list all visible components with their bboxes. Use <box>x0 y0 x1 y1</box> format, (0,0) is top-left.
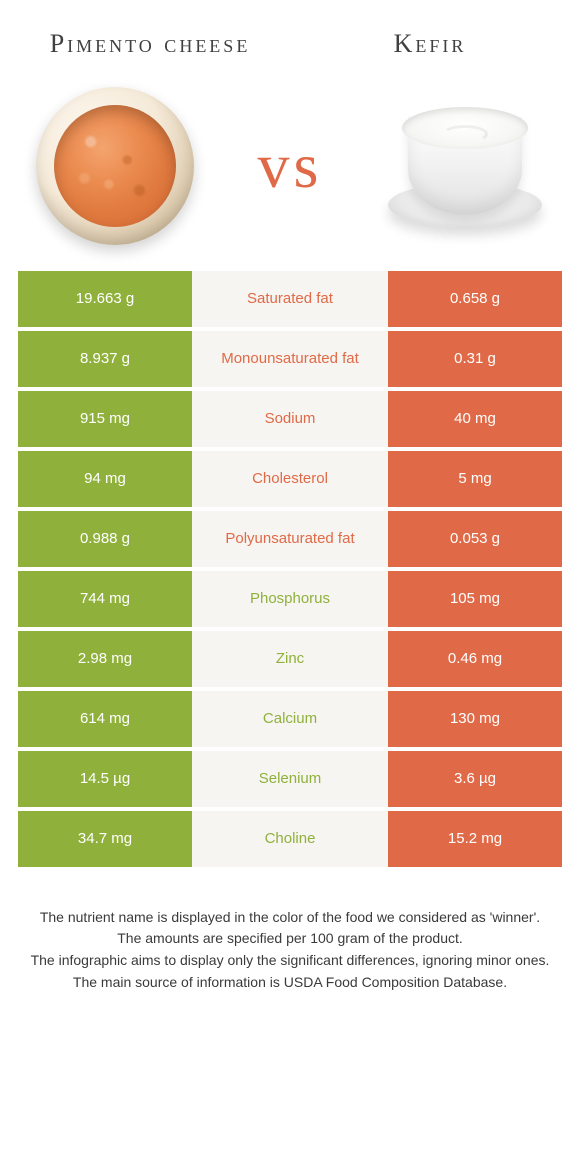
nutrient-label: Choline <box>192 811 388 867</box>
left-value: 94 mg <box>18 451 192 507</box>
food-a-title: Pimento cheese <box>40 28 260 61</box>
images-row: vs <box>0 71 580 271</box>
right-value: 0.31 g <box>388 331 562 387</box>
table-row: 34.7 mgCholine15.2 mg <box>18 811 562 867</box>
right-value: 130 mg <box>388 691 562 747</box>
kefir-image <box>380 81 550 251</box>
left-value: 744 mg <box>18 571 192 627</box>
right-value: 5 mg <box>388 451 562 507</box>
left-value: 614 mg <box>18 691 192 747</box>
footer-line: The infographic aims to display only the… <box>26 950 554 972</box>
table-row: 94 mgCholesterol5 mg <box>18 451 562 507</box>
footer-line: The main source of information is USDA F… <box>26 972 554 994</box>
header: Pimento cheese Kefir <box>0 0 580 71</box>
nutrient-label: Calcium <box>192 691 388 747</box>
right-value: 0.053 g <box>388 511 562 567</box>
nutrient-table: 19.663 gSaturated fat0.658 g8.937 gMonou… <box>0 271 580 867</box>
left-value: 14.5 µg <box>18 751 192 807</box>
table-row: 14.5 µgSelenium3.6 µg <box>18 751 562 807</box>
left-value: 19.663 g <box>18 271 192 327</box>
nutrient-label: Cholesterol <box>192 451 388 507</box>
right-value: 0.658 g <box>388 271 562 327</box>
left-value: 915 mg <box>18 391 192 447</box>
nutrient-label: Sodium <box>192 391 388 447</box>
nutrient-label: Saturated fat <box>192 271 388 327</box>
table-row: 2.98 mgZinc0.46 mg <box>18 631 562 687</box>
footer-line: The amounts are specified per 100 gram o… <box>26 928 554 950</box>
vs-label: vs <box>258 129 323 203</box>
right-value: 105 mg <box>388 571 562 627</box>
nutrient-label: Zinc <box>192 631 388 687</box>
nutrient-label: Phosphorus <box>192 571 388 627</box>
left-value: 2.98 mg <box>18 631 192 687</box>
right-value: 0.46 mg <box>388 631 562 687</box>
footer-notes: The nutrient name is displayed in the co… <box>0 871 580 994</box>
left-value: 34.7 mg <box>18 811 192 867</box>
right-value: 3.6 µg <box>388 751 562 807</box>
table-row: 8.937 gMonounsaturated fat0.31 g <box>18 331 562 387</box>
right-value: 15.2 mg <box>388 811 562 867</box>
table-row: 915 mgSodium40 mg <box>18 391 562 447</box>
footer-line: The nutrient name is displayed in the co… <box>26 907 554 929</box>
table-row: 0.988 gPolyunsaturated fat0.053 g <box>18 511 562 567</box>
nutrient-label: Monounsaturated fat <box>192 331 388 387</box>
nutrient-label: Selenium <box>192 751 388 807</box>
table-row: 744 mgPhosphorus105 mg <box>18 571 562 627</box>
left-value: 8.937 g <box>18 331 192 387</box>
pimento-cheese-image <box>30 81 200 251</box>
table-row: 614 mgCalcium130 mg <box>18 691 562 747</box>
food-b-title: Kefir <box>320 28 540 61</box>
left-value: 0.988 g <box>18 511 192 567</box>
nutrient-label: Polyunsaturated fat <box>192 511 388 567</box>
right-value: 40 mg <box>388 391 562 447</box>
table-row: 19.663 gSaturated fat0.658 g <box>18 271 562 327</box>
